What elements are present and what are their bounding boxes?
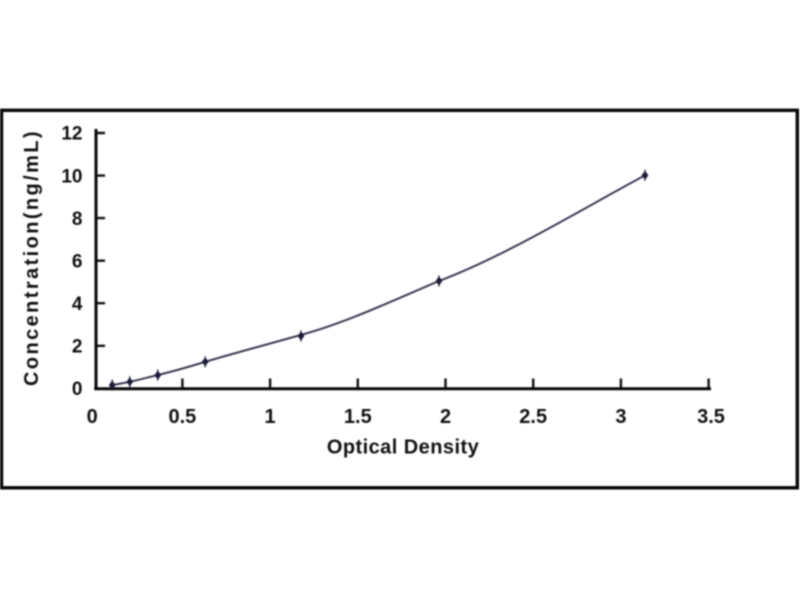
svg-text:1.5: 1.5	[344, 406, 372, 428]
svg-text:6: 6	[72, 251, 83, 272]
svg-text:8: 8	[72, 209, 83, 230]
svg-text:2: 2	[440, 406, 451, 428]
svg-text:Optical Density: Optical Density	[327, 437, 480, 459]
svg-text:0: 0	[72, 379, 83, 400]
svg-text:3: 3	[615, 406, 626, 428]
svg-text:2.5: 2.5	[519, 406, 547, 428]
svg-text:0.5: 0.5	[168, 406, 196, 428]
svg-text:12: 12	[61, 124, 82, 145]
svg-text:10: 10	[61, 166, 82, 187]
svg-text:3.5: 3.5	[697, 406, 725, 428]
svg-text:Concentration(ng/mL): Concentration(ng/mL)	[21, 129, 43, 386]
svg-text:2: 2	[72, 337, 83, 358]
svg-text:1: 1	[265, 406, 276, 428]
svg-text:4: 4	[72, 294, 83, 315]
svg-text:0: 0	[87, 406, 98, 428]
